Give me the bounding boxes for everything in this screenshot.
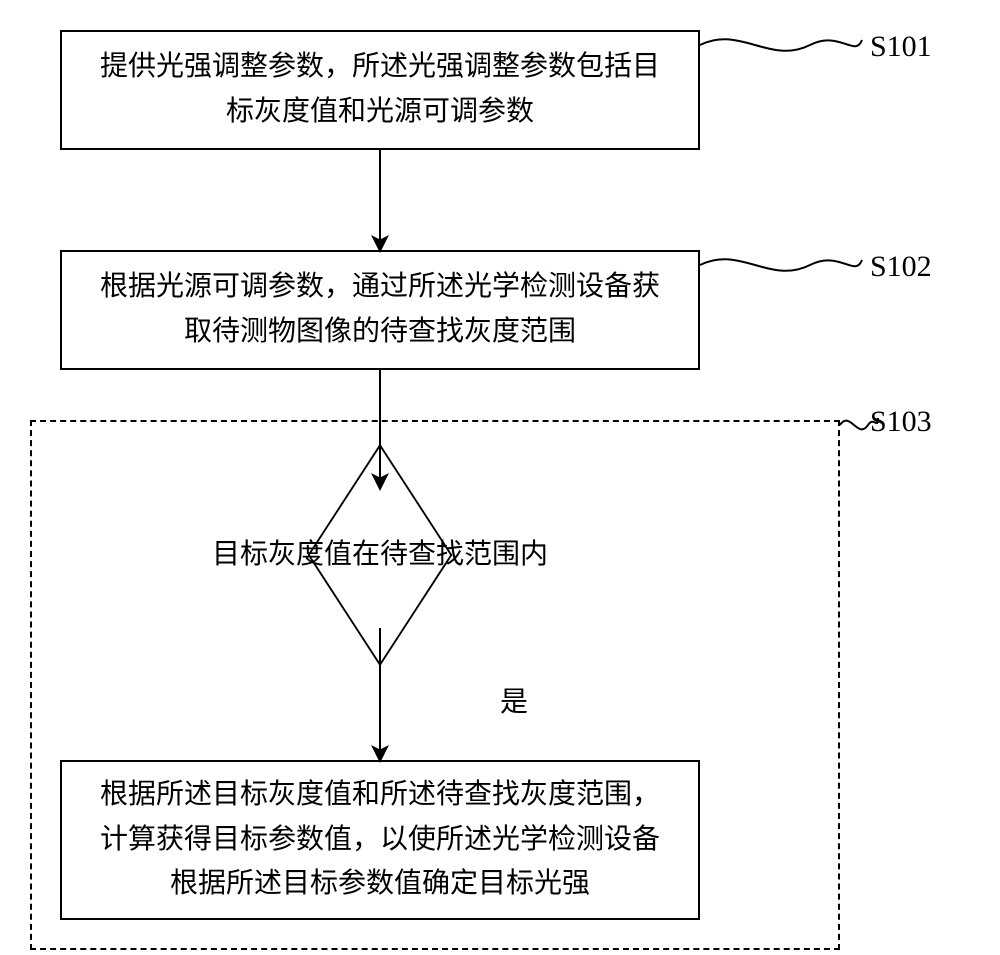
node-s103-action: 根据所述目标灰度值和所述待查找灰度范围，计算获得目标参数值，以使所述光学检测设备… xyxy=(60,760,700,920)
step-label-s102: S102 xyxy=(870,250,932,284)
node-s101-text: 提供光强调整参数，所述光强调整参数包括目标灰度值和光源可调参数 xyxy=(100,45,660,135)
node-decision-text-wrap: 目标灰度值在待查找范围内 xyxy=(150,480,610,630)
node-s103-action-text: 根据所述目标灰度值和所述待查找灰度范围，计算获得目标参数值，以使所述光学检测设备… xyxy=(100,773,660,907)
node-s102-text: 根据光源可调参数，通过所述光学检测设备获取待测物图像的待查找灰度范围 xyxy=(100,265,660,355)
leader-s102 xyxy=(700,259,862,271)
node-s102: 根据光源可调参数，通过所述光学检测设备获取待测物图像的待查找灰度范围 xyxy=(60,250,700,370)
node-s101: 提供光强调整参数，所述光强调整参数包括目标灰度值和光源可调参数 xyxy=(60,30,700,150)
step-label-s101: S101 xyxy=(870,30,932,64)
edge-yes-label: 是 xyxy=(500,680,528,720)
node-decision-text: 目标灰度值在待查找范围内 xyxy=(212,533,548,578)
leader-s101 xyxy=(700,39,862,51)
step-label-s103: S103 xyxy=(870,405,932,439)
flowchart-canvas: 提供光强调整参数，所述光强调整参数包括目标灰度值和光源可调参数 根据光源可调参数… xyxy=(0,0,1000,955)
